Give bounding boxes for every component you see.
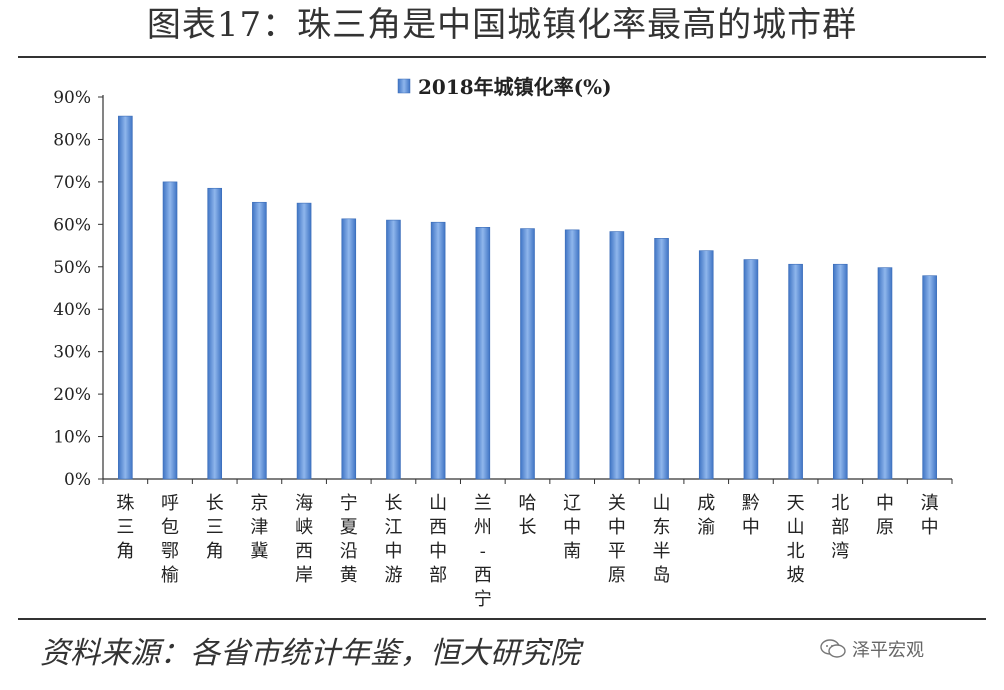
y-tick-label: 50% [53,258,91,278]
x-tick-label: 长三角 [206,493,224,562]
x-tick-label: 珠三角 [116,493,134,562]
bottom-divider [18,618,986,620]
x-tick-label: 山西中部 [429,493,447,586]
bar [743,259,759,480]
x-tick-label: 黔中 [742,493,760,538]
bar [386,219,401,480]
x-tick-label: 北部湾 [831,493,849,562]
x-tick-label: 滇中 [921,493,939,538]
bar [118,115,133,480]
bar [341,218,357,480]
y-tick-label: 60% [53,215,91,235]
bar [609,231,625,480]
y-tick-label: 80% [53,130,91,150]
y-tick-label: 20% [53,385,91,405]
bar [922,275,937,480]
bar [162,181,178,480]
y-tick-label: 0% [64,470,91,490]
bar [788,263,803,480]
watermark-text: 泽平宏观 [852,640,924,661]
x-tick-label: 海峡西岸 [295,493,313,586]
bar [877,267,893,480]
y-tick-label: 40% [53,300,91,320]
source-note: 资料来源：各省市统计年鉴，恒大研究院 [40,636,580,671]
bar [654,238,669,480]
y-tick-label: 70% [53,173,91,193]
y-axis-labels: 0% 10% 20% 30% 40% 50% 60% 70% 80% 90% [53,88,91,490]
x-tick-label: 关中平原 [608,493,626,586]
x-tick-label: 辽中南 [563,493,581,562]
y-tick-label: 10% [53,428,91,448]
x-axis-labels: 珠三角 呼包鄂榆 长三角 京津冀 海峡西岸 宁夏沿黄 长江中游 山西中部 兰州-西宁 哈长 辽中南 关… [116,493,938,610]
bar [296,202,312,480]
bar [252,201,267,480]
x-tick-label: 长江中游 [384,493,402,586]
wechat-icon [820,639,846,658]
bar [832,263,848,480]
bar [698,250,714,480]
bar [430,221,446,480]
chart-bars [118,115,937,480]
x-tick-label: 呼包鄂榆 [161,493,179,586]
x-tick-label: 兰州-西宁 [474,493,492,610]
chart-legend: 2018年城镇化率(%) [397,75,612,99]
x-tick-label: 成渝 [697,493,715,538]
x-tick-label: 中原 [876,493,894,538]
x-tick-label: 京津冀 [250,493,268,562]
top-divider [18,56,986,58]
bar [207,187,223,480]
legend-swatch [397,78,411,94]
x-tick-label: 天山北坡 [787,493,805,586]
bar-chart: 2018年城镇化率(%) 珠三角 呼包鄂榆 长三角 京津冀 海峡西岸 宁夏沿黄 长江中游 山西… [53,75,953,610]
y-tick-label: 90% [53,88,91,108]
bar [564,229,580,480]
bar [520,228,535,480]
x-tick-label: 山东半岛 [653,493,671,586]
x-tick-label: 宁夏沿黄 [340,493,358,586]
x-tick-label: 哈长 [519,493,537,538]
chart-title: 图表17：珠三角是中国城镇化率最高的城市群 [146,5,858,45]
watermark: 泽平宏观 [820,636,924,662]
y-tick-label: 30% [53,343,91,363]
bar [475,227,491,480]
legend-label: 2018年城镇化率(%) [418,75,612,99]
